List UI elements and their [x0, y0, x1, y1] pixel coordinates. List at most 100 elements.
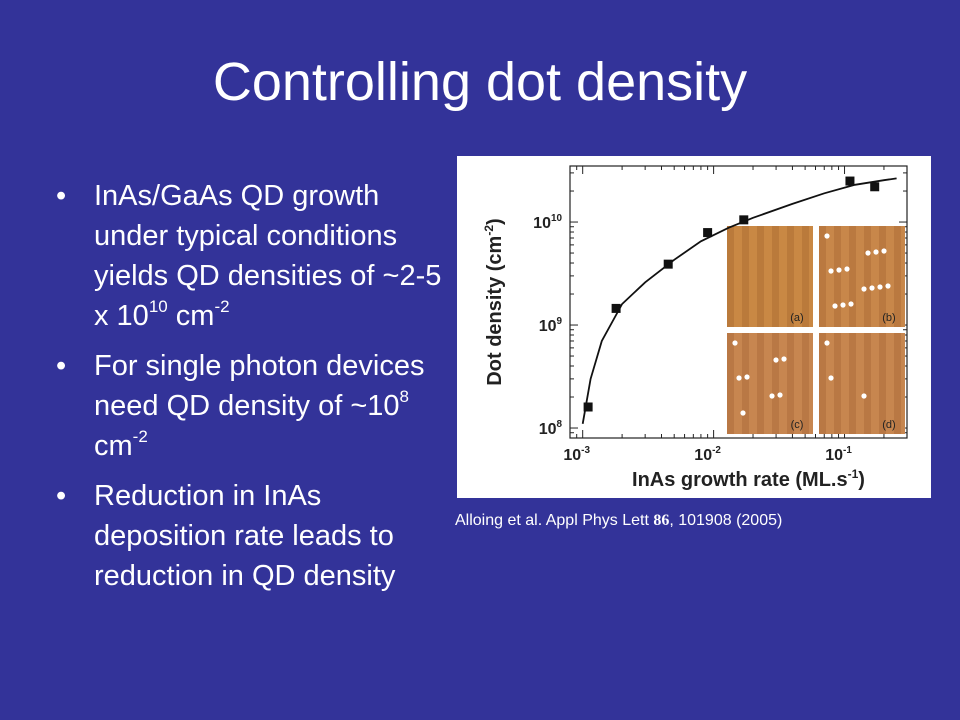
afm-texture — [787, 226, 794, 327]
afm-texture — [787, 333, 794, 434]
afm-texture — [772, 333, 779, 434]
afm-texture — [864, 226, 871, 327]
afm-inset: (d) — [819, 333, 905, 434]
quantum-dot — [844, 266, 850, 272]
x-tick-label: 10-3 — [563, 445, 590, 464]
afm-inset: (a) — [727, 226, 813, 327]
bullet-list: • InAs/GaAs QD growth under typical cond… — [56, 176, 456, 606]
superscript: -2 — [214, 297, 230, 317]
quantum-dot — [861, 393, 867, 399]
inset-label: (c) — [791, 419, 804, 431]
quantum-dot — [873, 249, 879, 255]
inset-label: (a) — [790, 312, 803, 324]
quantum-dot — [836, 267, 842, 273]
quantum-dot — [744, 374, 750, 380]
bullet-marker: • — [56, 180, 67, 212]
afm-inset: (c) — [727, 333, 813, 434]
superscript: -2 — [132, 427, 148, 447]
caption-volume: 86 — [653, 512, 670, 529]
superscript: 8 — [399, 387, 409, 407]
quantum-dot — [769, 393, 775, 399]
caption-authors: Alloing et al. Appl Phys Lett — [455, 512, 654, 529]
data-point — [739, 215, 749, 225]
data-point — [870, 182, 880, 192]
quantum-dot — [777, 392, 783, 398]
caption-pages-year: , 101908 (2005) — [669, 512, 783, 529]
afm-image — [727, 226, 813, 327]
afm-texture — [864, 333, 871, 434]
afm-texture — [742, 226, 749, 327]
quantum-dot — [740, 410, 746, 416]
quantum-dot — [869, 285, 875, 291]
data-point — [703, 228, 713, 238]
afm-texture — [772, 226, 779, 327]
quantum-dot — [848, 301, 854, 307]
afm-texture — [879, 333, 886, 434]
bullet-marker: • — [56, 480, 67, 512]
quantum-dot — [828, 268, 834, 274]
afm-texture — [894, 226, 901, 327]
slide-title: Controlling dot density — [212, 52, 748, 112]
x-axis-title: InAs growth rate (ML.s-1) — [632, 467, 865, 491]
afm-texture — [879, 226, 886, 327]
y-tick-label: 108 — [539, 419, 563, 438]
plot-frame — [569, 165, 908, 439]
quantum-dot — [885, 283, 891, 289]
quantum-dot — [828, 375, 834, 381]
bullet-text: Reduction in InAs deposition rate leads … — [94, 480, 396, 592]
quantum-dot — [824, 340, 830, 346]
quantum-dot — [773, 357, 779, 363]
y-tick-label: 109 — [539, 316, 563, 335]
bullet-item: • InAs/GaAs QD growth under typical cond… — [56, 176, 456, 336]
afm-image — [819, 226, 905, 327]
data-point — [583, 402, 593, 412]
afm-texture — [834, 333, 841, 434]
afm-texture — [819, 226, 826, 327]
afm-texture — [819, 333, 826, 434]
quantum-dot — [832, 303, 838, 309]
bullet-text: cm — [94, 430, 133, 462]
afm-image — [727, 333, 813, 434]
quantum-dot — [877, 284, 883, 290]
inset-label: (b) — [882, 312, 895, 324]
quantum-dot — [881, 248, 887, 254]
afm-texture — [757, 226, 764, 327]
afm-texture — [742, 333, 749, 434]
bullet-item: • Reduction in InAs deposition rate lead… — [56, 476, 456, 596]
quantum-dot — [861, 286, 867, 292]
bullet-text: For single photon devices need QD densit… — [94, 350, 425, 422]
afm-texture — [727, 333, 734, 434]
bullet-text: InAs/GaAs QD growth under typical condit… — [94, 180, 442, 332]
x-tick-label: 10-1 — [825, 445, 852, 464]
afm-image — [819, 333, 905, 434]
bullet-text: cm — [167, 300, 215, 332]
x-tick-label: 10-2 — [694, 445, 721, 464]
afm-texture — [834, 226, 841, 327]
inset-label: (d) — [882, 419, 895, 431]
fit-curve — [581, 177, 897, 424]
afm-texture — [727, 226, 734, 327]
data-point — [845, 176, 855, 186]
afm-texture — [757, 333, 764, 434]
bullet-item: • For single photon devices need QD dens… — [56, 346, 456, 466]
quantum-dot — [865, 250, 871, 256]
quantum-dot — [781, 356, 787, 362]
quantum-dot — [824, 233, 830, 239]
y-tick-label: 1010 — [533, 213, 562, 232]
afm-texture — [802, 333, 809, 434]
afm-texture — [894, 333, 901, 434]
quantum-dot — [736, 375, 742, 381]
figure-caption: Alloing et al. Appl Phys Lett 86, 101908… — [455, 510, 935, 532]
data-point — [611, 303, 621, 313]
y-axis-title: Dot density (cm-2) — [482, 218, 506, 385]
dot-density-chart: 10-3 10-2 10-1 108 109 1010 InAs growth rate (… — [482, 165, 908, 491]
data-point — [663, 259, 673, 269]
dot-density-figure: 10-3 10-2 10-1 108 109 1010 InAs growth rate (… — [457, 156, 931, 498]
afm-texture — [849, 333, 856, 434]
bullet-marker: • — [56, 350, 67, 382]
quantum-dot — [840, 302, 846, 308]
afm-texture — [802, 226, 809, 327]
afm-texture — [849, 226, 856, 327]
quantum-dot — [732, 340, 738, 346]
superscript: 10 — [148, 297, 168, 317]
